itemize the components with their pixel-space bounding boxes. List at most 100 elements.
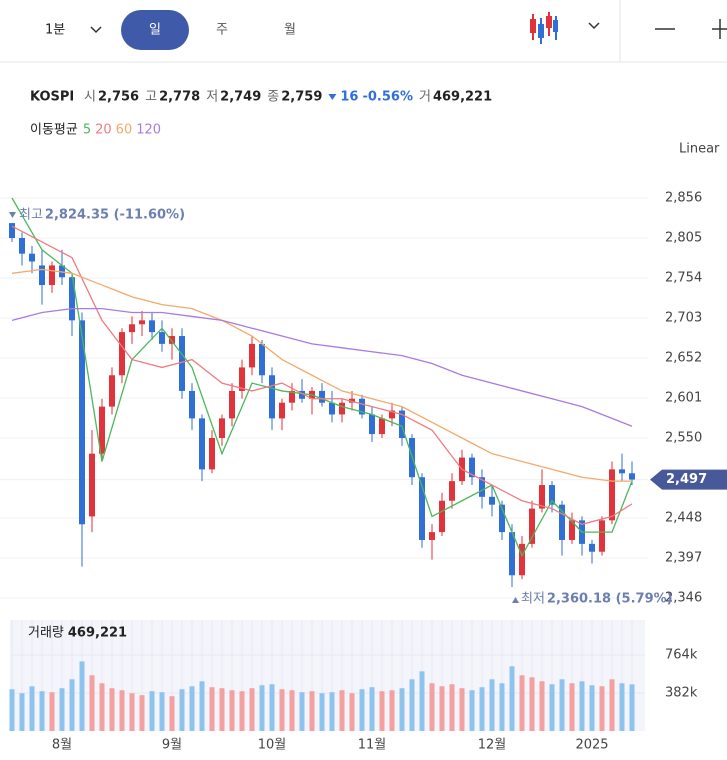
info-value: 2,759 [281,90,322,105]
interval-select[interactable]: 1분 [45,23,65,38]
candle-body [499,504,505,533]
volume-bar [539,681,545,731]
candle-body [229,390,235,419]
down-arrow [328,94,337,100]
candle-body [589,543,595,552]
volume-pane [10,620,645,731]
candle-body [359,398,365,415]
candle-body [489,496,495,505]
candle-body [369,414,375,435]
candle-body [619,469,625,474]
x-tick-label: 10월 [258,738,287,753]
info-value: 469,221 [433,90,492,105]
scale-label: Linear [679,142,720,157]
y-tick-label: 2,397 [665,551,702,566]
volume-bar [149,691,155,731]
volume-bar [239,691,245,731]
annotation-arrow [512,597,519,603]
chevron [90,26,102,34]
chart-type-icon[interactable] [530,12,558,44]
volume-bar [439,686,445,731]
volume-bar [359,689,365,731]
volume-bar [319,693,325,731]
info-value: 2,749 [220,90,261,105]
candle-body [159,332,165,344]
y-tick-label: 2,550 [665,431,702,446]
candle-body [319,390,325,403]
volume-bar [489,679,495,731]
volume-bar [399,688,405,731]
y2-tick-label: 382k [665,686,698,701]
candle-body [279,402,285,419]
x-tick-label: 9월 [162,738,182,753]
symbol: KOSPI [30,90,74,105]
candle-body [99,406,105,454]
candle-body [119,332,125,376]
volume-bar [39,691,45,731]
y2-tick-label: 764k [665,648,698,663]
tab-month[interactable]: 월 [284,23,296,38]
annotation-label: 최고 [19,208,43,223]
volume-bar [249,688,255,731]
candle-body [179,336,185,391]
volume-bar [289,690,295,731]
volume-bar [329,692,335,731]
info-label: 거 [419,90,431,105]
legend-entry: 60 [116,123,133,138]
volume-bar [519,675,525,731]
volume-bar [129,693,135,731]
candle-body [149,320,155,333]
candle-body [439,500,445,533]
change-pct: -0.56% [362,90,413,105]
info-label: 종 [267,90,279,105]
y-tick-label: 2,856 [665,191,702,206]
volume-bar [79,661,85,731]
volume-bar [189,686,195,731]
volume-bar [409,679,415,731]
volume-bar [9,689,15,731]
tab-day[interactable]: 일 [149,23,161,38]
volume-bar [579,681,585,731]
zoom-in[interactable] [712,19,727,39]
info-label: 고 [145,90,157,105]
volume-bar [459,688,465,731]
volume-bar [229,690,235,731]
y-tick-label: 2,601 [665,391,702,406]
candle-body [19,238,25,254]
volume-bar [269,684,275,731]
volume-bar [29,686,35,731]
y-tick-label: 2,652 [665,351,702,366]
info-value: 2,756 [98,90,139,105]
candle-body [429,532,435,540]
y-tick-label: 2,754 [665,271,702,286]
candle-body [569,520,575,540]
candle-body [299,390,305,399]
annotation-arrow [9,212,16,218]
tab-week[interactable]: 주 [216,23,228,38]
volume-bar [219,688,225,731]
chevron [588,22,600,30]
candle-body [29,253,35,262]
tab-pill [121,10,189,50]
candle-body [239,367,245,391]
volume-bar [89,675,95,731]
candle-body [249,343,255,368]
volume-bar [389,690,395,731]
volume-bar [469,690,475,731]
volume-bar [589,685,595,731]
volume-bar [449,684,455,731]
annotation-value: 2,360.18 (5.79%) [547,592,673,607]
candle-body [329,402,335,415]
candle-body [199,418,205,470]
candle-body [509,532,515,576]
volume-bar [199,681,205,731]
candle-body [399,410,405,438]
y-tick-label: 2,703 [665,311,702,326]
volume-bar [499,683,505,731]
candle-body [209,438,215,470]
candle-body [389,410,395,419]
x-tick-label: 11월 [358,738,387,753]
volume-bar [309,691,315,731]
volume-bar [549,684,555,731]
candle-body [129,324,135,333]
